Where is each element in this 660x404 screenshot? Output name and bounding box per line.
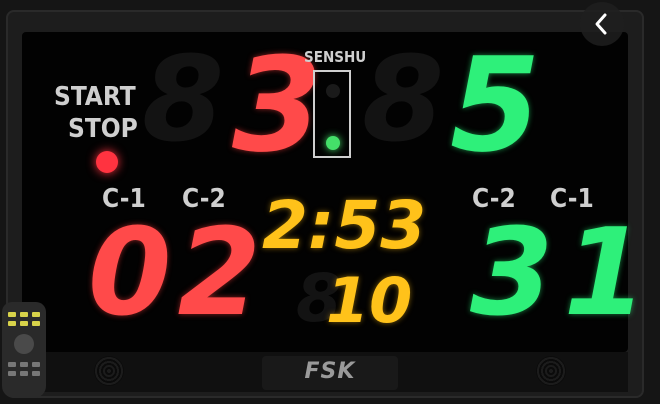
senshu-indicator [313, 70, 351, 158]
match-timer: 2:53 [262, 187, 427, 264]
fsk-logo: FSK [304, 359, 356, 384]
scoreboard-display [22, 32, 628, 352]
senshu-lamp-on [326, 136, 340, 150]
senshu-lamp-off [326, 84, 340, 98]
left-c2-label: C-2 [182, 184, 226, 214]
right-speaker-grille [536, 356, 566, 386]
start-label: START [54, 82, 136, 112]
left-score: 3 [232, 29, 323, 181]
remote-key [20, 321, 28, 326]
right-penalties: 31 [470, 204, 657, 343]
remote-key [32, 321, 40, 326]
left-penalties: 02 [88, 204, 267, 343]
logo-plate [262, 356, 398, 390]
start-stop-lamp [96, 151, 118, 173]
remote-key [8, 371, 16, 376]
remote-key [8, 362, 16, 367]
remote-key [20, 371, 28, 376]
right-c2-label: C-2 [472, 184, 516, 214]
remote-key [32, 362, 40, 367]
left-speaker-grille [94, 356, 124, 386]
remote-dpad [14, 334, 34, 354]
senshu-label: SENSHU [304, 48, 367, 66]
unlit-digit-left-score: 8 [142, 30, 225, 168]
back-button[interactable] [580, 2, 624, 46]
remote-key [20, 312, 28, 317]
remote-key [20, 362, 28, 367]
unlit-digit-right-score: 8 [362, 30, 445, 168]
remote-control [2, 302, 46, 398]
remote-key [32, 312, 40, 317]
remote-key [8, 321, 16, 326]
sub-counter: 10 [326, 264, 413, 337]
stop-label: STOP [68, 114, 138, 144]
remote-key [32, 371, 40, 376]
remote-key [8, 312, 16, 317]
chevron-left-icon [595, 13, 607, 35]
right-score: 5 [450, 29, 541, 181]
right-c1-label: C-1 [550, 184, 594, 214]
unlit-digit-sub-counter: 8 [296, 260, 342, 337]
left-c1-label: C-1 [102, 184, 146, 214]
